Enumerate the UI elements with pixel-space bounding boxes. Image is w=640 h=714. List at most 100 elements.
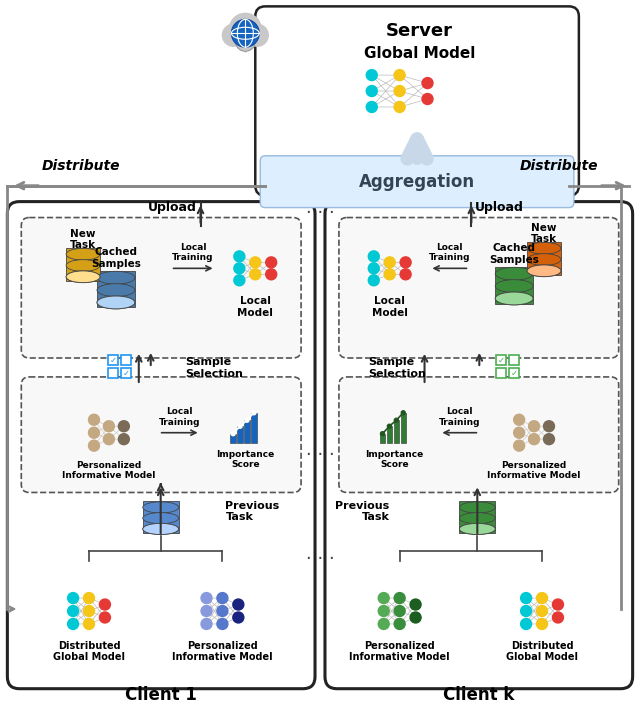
Circle shape	[201, 593, 212, 603]
Circle shape	[99, 612, 111, 623]
Circle shape	[217, 605, 228, 616]
Circle shape	[118, 433, 129, 445]
Circle shape	[400, 269, 411, 280]
Circle shape	[514, 427, 525, 438]
Ellipse shape	[527, 265, 561, 276]
Circle shape	[234, 251, 245, 262]
Circle shape	[84, 618, 95, 630]
Circle shape	[366, 101, 377, 113]
Circle shape	[410, 612, 421, 623]
Circle shape	[68, 605, 79, 616]
Circle shape	[422, 94, 433, 104]
Circle shape	[422, 78, 433, 89]
Circle shape	[378, 618, 389, 630]
Circle shape	[68, 593, 79, 603]
FancyBboxPatch shape	[325, 201, 632, 689]
Ellipse shape	[143, 523, 179, 535]
Ellipse shape	[527, 242, 561, 254]
Text: Local
Training: Local Training	[159, 407, 200, 427]
Bar	[108, 355, 118, 365]
Circle shape	[394, 593, 405, 603]
Bar	[394, 421, 399, 443]
Bar	[460, 501, 495, 533]
Circle shape	[394, 70, 405, 81]
Circle shape	[552, 599, 563, 610]
Circle shape	[394, 605, 405, 616]
Text: Cached
Samples: Cached Samples	[91, 248, 141, 269]
Bar	[527, 242, 561, 276]
Circle shape	[223, 24, 244, 46]
Circle shape	[232, 19, 259, 47]
Ellipse shape	[97, 296, 135, 309]
Text: Server: Server	[386, 22, 453, 40]
Ellipse shape	[97, 271, 135, 284]
Text: Upload: Upload	[148, 201, 197, 214]
Bar	[237, 426, 243, 443]
Ellipse shape	[527, 253, 561, 266]
Circle shape	[368, 251, 380, 262]
Circle shape	[536, 605, 547, 616]
Circle shape	[552, 612, 563, 623]
Circle shape	[118, 421, 129, 432]
Circle shape	[543, 433, 554, 445]
Bar	[244, 421, 250, 443]
Circle shape	[231, 432, 235, 436]
Circle shape	[250, 257, 260, 268]
Text: Local
Model: Local Model	[237, 296, 273, 318]
Bar	[251, 413, 257, 443]
Circle shape	[217, 593, 228, 603]
Circle shape	[378, 605, 389, 616]
Circle shape	[236, 31, 255, 51]
Circle shape	[234, 275, 245, 286]
Circle shape	[104, 421, 115, 432]
Circle shape	[99, 599, 111, 610]
Bar	[66, 248, 100, 281]
Circle shape	[380, 432, 385, 436]
Ellipse shape	[143, 502, 179, 513]
Bar	[121, 355, 131, 365]
Ellipse shape	[66, 271, 100, 283]
Circle shape	[236, 31, 255, 51]
Circle shape	[400, 257, 411, 268]
Circle shape	[410, 599, 421, 610]
Ellipse shape	[143, 523, 179, 535]
Bar	[496, 355, 506, 365]
Circle shape	[384, 269, 395, 280]
Circle shape	[368, 275, 380, 286]
Text: ✓: ✓	[122, 368, 129, 378]
Text: Sample
Selection: Sample Selection	[368, 357, 426, 378]
Text: Distributed
Global Model: Distributed Global Model	[506, 641, 578, 663]
Circle shape	[401, 411, 405, 415]
Text: Cached
Samples: Cached Samples	[489, 243, 539, 265]
Circle shape	[529, 433, 540, 445]
Ellipse shape	[495, 292, 533, 305]
Bar	[509, 368, 519, 378]
Circle shape	[394, 618, 405, 630]
Circle shape	[529, 421, 540, 432]
FancyBboxPatch shape	[339, 218, 619, 358]
Bar	[509, 355, 519, 365]
Text: Personalized
Informative Model: Personalized Informative Model	[62, 461, 156, 480]
Ellipse shape	[66, 260, 100, 271]
Circle shape	[384, 257, 395, 268]
FancyBboxPatch shape	[339, 377, 619, 493]
Text: Distribute: Distribute	[42, 159, 120, 173]
Circle shape	[201, 618, 212, 630]
FancyBboxPatch shape	[21, 218, 301, 358]
Text: Client 1: Client 1	[125, 685, 197, 704]
Text: Client k: Client k	[443, 685, 515, 704]
Circle shape	[246, 24, 268, 46]
Circle shape	[266, 257, 276, 268]
Text: Global Model: Global Model	[364, 46, 476, 61]
Circle shape	[368, 263, 380, 274]
Circle shape	[387, 424, 392, 428]
FancyBboxPatch shape	[255, 6, 579, 196]
Text: Local
Training: Local Training	[429, 243, 470, 262]
FancyBboxPatch shape	[260, 156, 574, 208]
Circle shape	[84, 605, 95, 616]
FancyBboxPatch shape	[8, 201, 315, 689]
Text: ✓: ✓	[498, 356, 505, 364]
Text: Distribute: Distribute	[520, 159, 598, 173]
Ellipse shape	[495, 280, 533, 293]
Text: Importance
Score: Importance Score	[216, 450, 275, 469]
